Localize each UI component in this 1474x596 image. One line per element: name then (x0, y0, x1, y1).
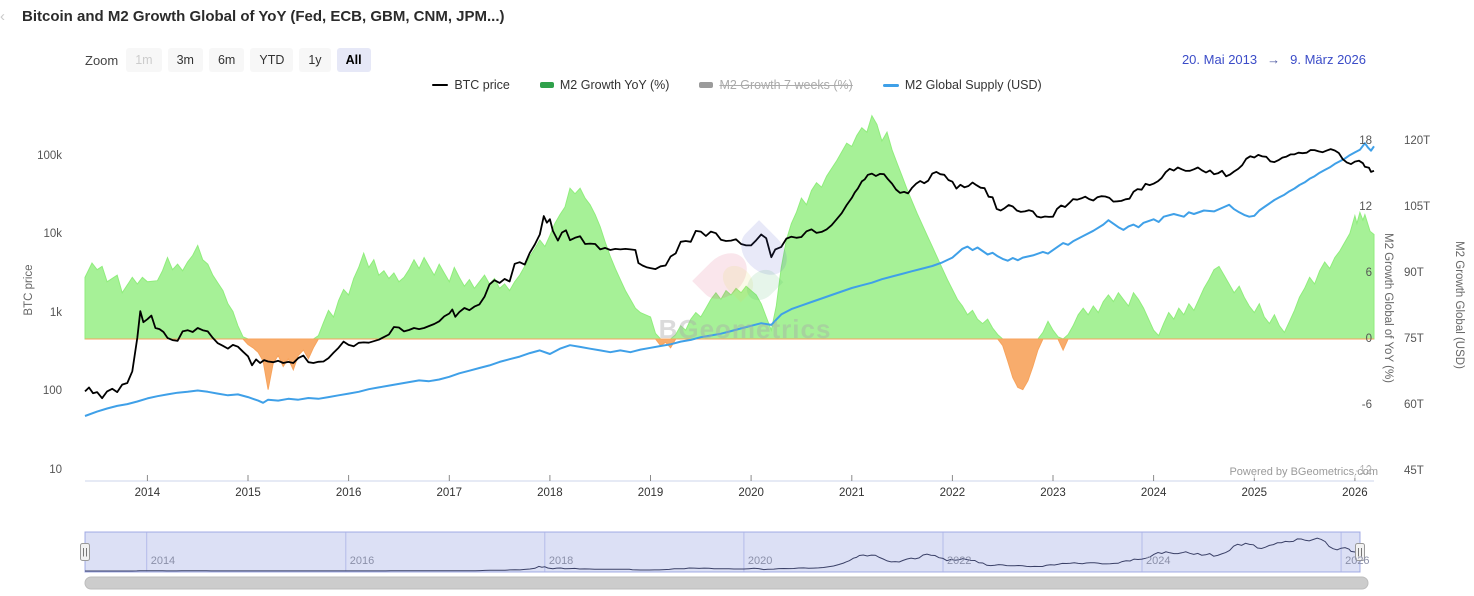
x-axis-year-label: 2021 (838, 487, 865, 499)
back-chevron-icon[interactable]: ‹ (0, 8, 5, 25)
x-axis-year-label: 2024 (1140, 487, 1167, 499)
date-range: 20. Mai 2013 → 9. März 2026 (1182, 52, 1366, 67)
x-axis-year-label: 2017 (436, 487, 463, 499)
x-axis-year-label: 2019 (637, 487, 664, 499)
zoom-label: Zoom (85, 52, 119, 68)
btc-axis-tick-label: 1k (49, 306, 62, 319)
navigator-year-label: 2022 (946, 555, 972, 567)
x-axis-year-label: 2020 (738, 487, 764, 499)
btc-axis-tick-label: 10 (49, 464, 62, 476)
legend-item-m2-growth-7-weeks[interactable]: M2 Growth 7 weeks (%) (699, 78, 853, 92)
page-title: Bitcoin and M2 Growth Global of YoY (Fed… (22, 8, 505, 25)
btc-axis-tick-label: 100 (42, 385, 62, 398)
zoom-button-1m[interactable]: 1m (126, 48, 162, 72)
legend-item-m2-global-supply[interactable]: M2 Global Supply (USD) (882, 78, 1042, 92)
btc-axis-tick-label: 10k (43, 228, 62, 241)
m2-yoy-area-positive (84, 114, 1375, 340)
scrollbar[interactable] (84, 576, 1369, 590)
x-axis-year-label: 2025 (1241, 487, 1268, 499)
usd-axis-tick-label: 90T (1404, 267, 1424, 279)
x-axis-year-label: 2016 (335, 487, 362, 499)
navigator-year-label: 2026 (1345, 555, 1370, 567)
x-axis-year-label: 2018 (537, 487, 563, 499)
yoy-axis-title: M2 Growth Global of YoY (%) (1382, 233, 1394, 383)
m2-yoy-area-negative (85, 338, 1374, 391)
zoom-button-6m[interactable]: 6m (208, 48, 245, 72)
zoom-button-1y[interactable]: 1y (299, 48, 331, 72)
navigator-year-label: 2016 (349, 555, 375, 567)
usd-axis-tick-label: 120T (1404, 135, 1431, 147)
x-axis-year-label: 2015 (235, 487, 261, 499)
zoom-button-all[interactable]: All (336, 48, 371, 72)
yoy-axis-tick-label: 6 (1365, 267, 1372, 279)
range-selector-toolbar: Zoom 1m 3m 6m YTD 1y All (85, 48, 377, 72)
m2-7weeks-marker-icon (699, 82, 714, 88)
usd-axis-tick-label: 105T (1404, 201, 1431, 213)
navigator-year-label: 2020 (747, 555, 773, 567)
legend-item-btc-price[interactable]: BTC price (432, 78, 510, 92)
x-axis-year-label: 2014 (134, 487, 161, 499)
btc-axis-tick-label: 100k (37, 149, 62, 162)
m2-supply-line (84, 142, 1375, 417)
range-to-input[interactable]: 9. März 2026 (1290, 52, 1366, 67)
legend-item-m2-growth-yoy[interactable]: M2 Growth YoY (%) (539, 78, 669, 92)
btc-line-marker-icon (432, 84, 449, 86)
usd-axis-tick-label: 60T (1404, 399, 1424, 411)
btc-axis-title: BTC price (23, 264, 35, 316)
x-axis-year-label: 2026 (1342, 487, 1368, 499)
usd-axis-tick-label: 45T (1404, 465, 1424, 477)
yoy-axis-tick-label: 0 (1365, 333, 1372, 345)
zoom-button-ytd[interactable]: YTD (250, 48, 294, 72)
navigator-year-label: 2024 (1146, 555, 1171, 567)
x-axis-year-label: 2023 (1040, 487, 1066, 499)
navigator-year-label: 2018 (548, 555, 574, 567)
yoy-axis-tick-label: -6 (1361, 399, 1372, 411)
legend: BTC price M2 Growth YoY (%) M2 Growth 7 … (0, 78, 1474, 92)
powered-by-credit[interactable]: Powered by BGeometrics.com (1229, 466, 1378, 478)
range-arrow-icon: → (1267, 52, 1281, 67)
m2-yoy-marker-icon (539, 82, 554, 88)
zoom-button-3m[interactable]: 3m (167, 48, 203, 72)
navigator-year-label: 2014 (150, 555, 176, 567)
range-from-input[interactable]: 20. Mai 2013 (1181, 52, 1258, 67)
navigator-handle-right[interactable] (1355, 543, 1365, 561)
usd-axis-title: M2 Growth Global (USD) (1453, 241, 1465, 369)
navigator-handle-left[interactable] (80, 543, 90, 561)
m2-supply-marker-icon (882, 83, 899, 87)
x-axis-year-label: 2022 (939, 487, 966, 499)
usd-axis-tick-label: 75T (1404, 333, 1424, 345)
yoy-axis-tick-label: 12 (1359, 201, 1372, 213)
navigator-series-line (85, 537, 1361, 572)
yoy-axis-tick-label: 18 (1359, 135, 1372, 147)
btc-price-line (84, 148, 1375, 400)
